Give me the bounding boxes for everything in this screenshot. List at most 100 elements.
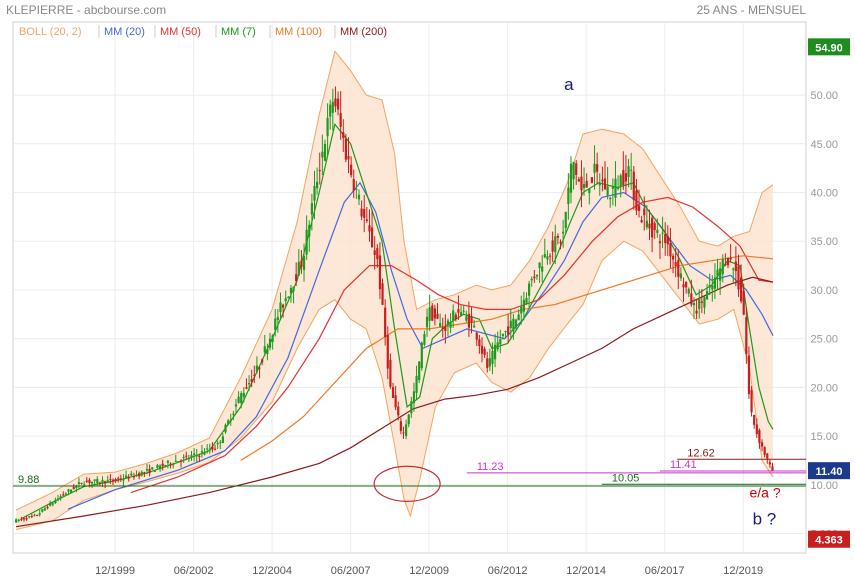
candle-body — [295, 274, 298, 282]
candle-body — [96, 479, 99, 484]
candle-body — [480, 345, 484, 354]
x-tick-label: 12/2004 — [252, 565, 292, 577]
candle-body — [316, 181, 319, 189]
legend-item: MM (100) — [275, 26, 322, 38]
candle-body — [302, 255, 306, 270]
candle-body — [59, 496, 62, 498]
candle-body — [729, 257, 732, 260]
candle-body — [193, 453, 196, 456]
candle-body — [70, 489, 73, 494]
moving-average-line — [130, 196, 774, 494]
candle-body — [640, 220, 643, 223]
candle-body — [80, 482, 83, 484]
candle-body — [117, 478, 120, 480]
chart-period: 25 ANS - MENSUEL — [697, 3, 807, 17]
candle-body — [535, 274, 539, 277]
legend: BOLL (20, 2) MM (20) MM (50) MM (7) MM (100)… — [19, 25, 387, 38]
candle-body — [766, 453, 769, 459]
candle-body — [318, 170, 321, 172]
y-tick-label: 30.00 — [810, 285, 838, 297]
support-line-label: 11.41 — [670, 459, 697, 471]
y-tick-label: 40.00 — [810, 188, 838, 200]
candle-body — [603, 178, 607, 190]
candle-body — [666, 236, 669, 245]
candle-body — [219, 442, 222, 444]
y-tick-label: 20.00 — [810, 382, 838, 394]
wave-annotation: a — [564, 75, 574, 94]
candle-body — [247, 383, 251, 385]
candle-body — [567, 187, 570, 205]
candle-body — [732, 268, 735, 270]
candle-body — [240, 393, 243, 404]
candle-body — [616, 187, 620, 189]
candle-body — [674, 262, 677, 267]
legend-item: MM (200) — [340, 26, 387, 38]
candle-body — [488, 358, 491, 367]
candle-body — [234, 404, 238, 407]
candle-body — [274, 318, 277, 331]
candle-body — [43, 508, 47, 511]
candle-body — [454, 314, 457, 319]
candle-body — [245, 387, 248, 389]
candle-body — [627, 166, 630, 177]
support-line-label: 11.23 — [477, 461, 504, 473]
candle-body — [111, 479, 115, 482]
candle-body — [590, 177, 594, 183]
candle-body — [360, 208, 363, 217]
candle-body — [491, 350, 494, 364]
candle-body — [475, 332, 478, 340]
y-tick-label: 25.00 — [810, 334, 838, 346]
candle-body — [619, 175, 622, 187]
candle-body — [771, 466, 774, 472]
candle-body — [67, 489, 70, 492]
candle-body — [517, 314, 520, 321]
candle-body — [216, 443, 219, 445]
candle-body — [724, 263, 727, 266]
candle-body — [614, 178, 617, 198]
candle-body — [49, 502, 52, 506]
candle-body — [227, 420, 230, 425]
candle-body — [708, 285, 711, 288]
candle-body — [548, 255, 552, 257]
x-tick-label: 06/2012 — [488, 565, 528, 577]
candle-body — [528, 283, 531, 296]
candle-body — [326, 117, 329, 137]
candle-body — [747, 355, 751, 395]
candle-body — [669, 242, 672, 257]
candle-body — [682, 284, 685, 288]
legend-item: MM (7) — [221, 26, 256, 38]
candle-body — [433, 308, 436, 319]
candle-body — [425, 316, 429, 328]
candle-body — [77, 482, 81, 485]
candle-body — [138, 473, 141, 477]
chart-title: KLEPIERRE - abcbourse.com — [6, 3, 166, 17]
support-line-label: 10.05 — [612, 472, 640, 484]
candle-body — [622, 170, 625, 186]
candle-body — [596, 164, 599, 172]
candle-body — [598, 182, 601, 186]
candle-body — [483, 348, 486, 355]
candle-body — [522, 299, 525, 312]
candle-body — [140, 471, 143, 476]
candle-body — [208, 449, 211, 451]
candle-body — [423, 334, 426, 345]
candle-body — [177, 461, 180, 463]
candle-body — [145, 469, 149, 471]
candle-body — [329, 104, 332, 117]
candle-body — [347, 155, 350, 160]
candle-body — [305, 229, 308, 255]
candle-body — [370, 227, 374, 248]
candle-body — [632, 171, 635, 201]
candle-body — [763, 447, 766, 455]
candle-body — [72, 487, 75, 489]
candle-body — [368, 225, 371, 232]
candle-body — [635, 190, 638, 211]
candle-body — [224, 424, 227, 433]
candle-body — [156, 464, 159, 468]
x-tick-label: 12/2014 — [566, 565, 606, 577]
candle-body — [470, 316, 473, 323]
candle-body — [28, 516, 31, 518]
candle-body — [611, 186, 614, 189]
candle-body — [415, 375, 418, 393]
legend-item: MM (50) — [160, 26, 201, 38]
